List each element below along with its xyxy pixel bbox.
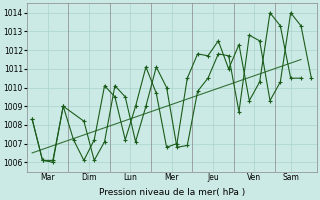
X-axis label: Pression niveau de la mer( hPa ): Pression niveau de la mer( hPa )	[99, 188, 245, 197]
